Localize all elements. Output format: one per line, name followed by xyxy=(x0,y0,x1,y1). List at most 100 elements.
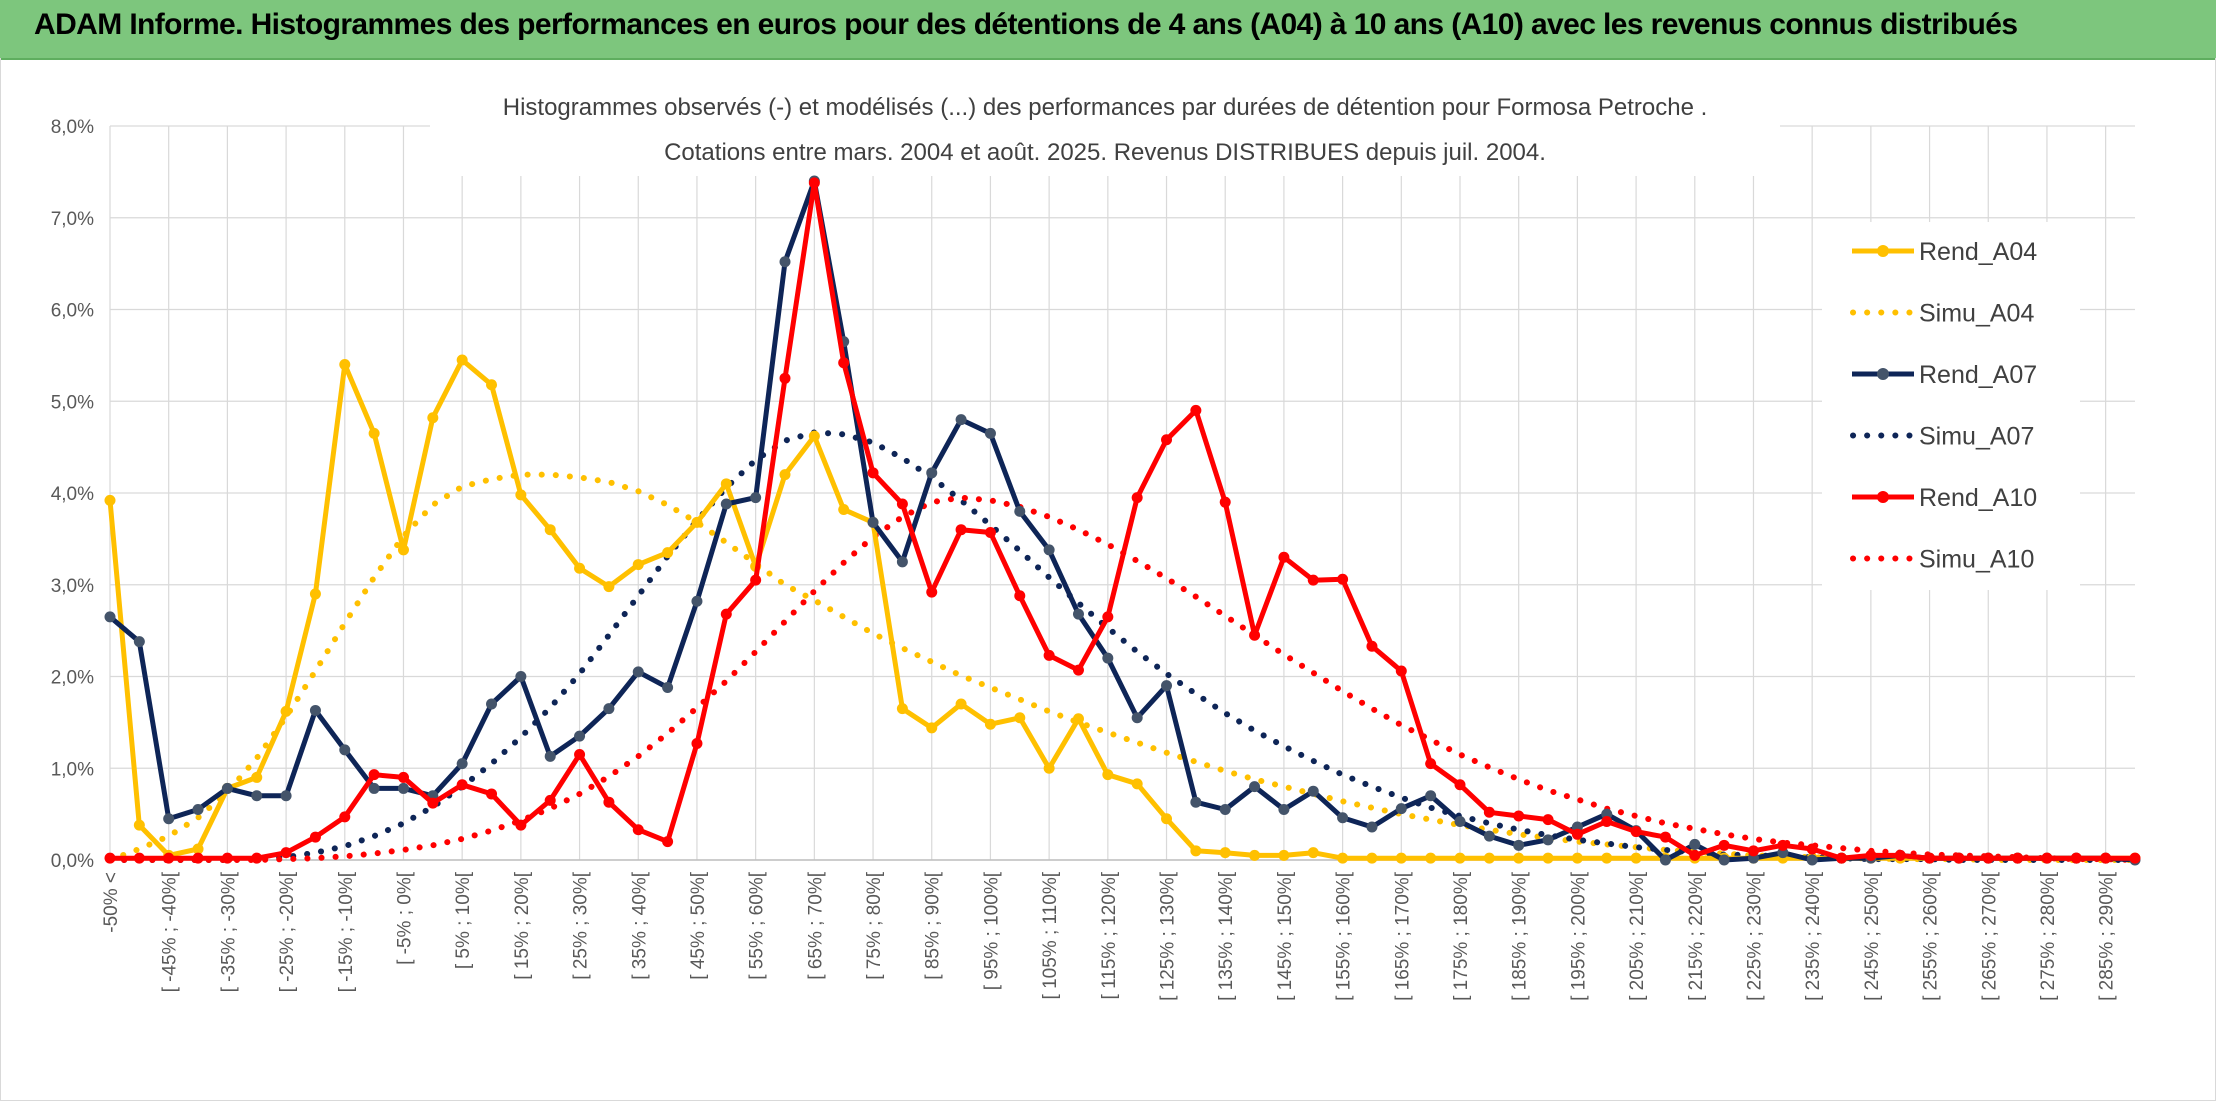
point-rend-a04 xyxy=(1072,713,1084,725)
legend-item-rend-a07: Rend_A07 xyxy=(1852,361,2037,389)
x-tick-label: [ 55% ; 60%[ xyxy=(747,871,768,979)
line-simu-a04 xyxy=(107,471,2138,863)
point-rend-a10 xyxy=(1454,779,1466,791)
point-rend-a10 xyxy=(1043,649,1055,661)
x-tick-label: [ 115% ; 120%[ xyxy=(1099,871,1120,999)
point-rend-a10 xyxy=(691,737,703,749)
point-rend-a10 xyxy=(1337,573,1349,585)
point-rend-a07 xyxy=(662,682,674,694)
point-rend-a10 xyxy=(1836,852,1848,864)
point-rend-a04 xyxy=(1571,852,1583,864)
point-rend-a04 xyxy=(955,698,967,710)
point-rend-a07 xyxy=(309,704,321,716)
point-rend-a04 xyxy=(427,412,439,424)
point-rend-a10 xyxy=(2041,852,2053,864)
point-rend-a07 xyxy=(104,611,116,623)
banner-title: ADAM Informe. Histogrammes des performan… xyxy=(34,8,2018,41)
point-rend-a10 xyxy=(1542,814,1554,826)
point-rend-a07 xyxy=(1014,505,1026,517)
point-rend-a04 xyxy=(984,718,996,730)
point-rend-a10 xyxy=(1894,849,1906,861)
point-rend-a04 xyxy=(251,771,263,783)
point-rend-a04 xyxy=(926,722,938,734)
x-tick-label: [ -45% ; -40%[ xyxy=(160,871,181,992)
point-rend-a10 xyxy=(1307,574,1319,586)
point-rend-a10 xyxy=(1483,806,1495,818)
x-tick-label: [ 225% ; 230%[ xyxy=(1744,871,1765,1001)
point-rend-a04 xyxy=(574,562,586,574)
point-rend-a07 xyxy=(574,730,586,742)
point-rend-a04 xyxy=(192,843,204,855)
point-rend-a07 xyxy=(280,790,292,802)
line-rend-a10 xyxy=(110,180,2135,861)
point-rend-a04 xyxy=(662,547,674,559)
point-rend-a07 xyxy=(926,467,938,479)
point-rend-a10 xyxy=(1982,852,1994,864)
point-rend-a07 xyxy=(163,813,175,825)
point-rend-a07 xyxy=(1278,804,1290,816)
x-tick-label: [ 175% ; 180%[ xyxy=(1451,871,1472,1001)
point-rend-a10 xyxy=(1806,843,1818,855)
point-rend-a10 xyxy=(574,748,586,760)
point-rend-a04 xyxy=(1483,852,1495,864)
legend-item-simu-a04: Simu_A04 xyxy=(1850,300,2034,328)
point-rend-a04 xyxy=(691,516,703,528)
x-axis-ticks: -50% < [ -45% ; -40%[[ -35% ; -30%[[ -25%… xyxy=(101,871,2118,1001)
point-rend-a07 xyxy=(1072,608,1084,620)
point-rend-a10 xyxy=(544,794,556,806)
point-rend-a10 xyxy=(2070,852,2082,864)
point-rend-a10 xyxy=(192,852,204,864)
point-rend-a04 xyxy=(896,703,908,715)
legend-label: Simu_A04 xyxy=(1919,300,2034,328)
x-tick-label: [ 165% ; 170%[ xyxy=(1392,871,1413,1001)
x-tick-label: -50% < xyxy=(101,872,122,933)
point-rend-a10 xyxy=(251,852,263,864)
point-rend-a07 xyxy=(984,427,996,439)
point-rend-a07 xyxy=(1454,815,1466,827)
point-rend-a10 xyxy=(1131,492,1143,504)
point-rend-a07 xyxy=(1366,821,1378,833)
point-rend-a10 xyxy=(397,771,409,783)
point-rend-a07 xyxy=(632,666,644,678)
point-rend-a10 xyxy=(1571,828,1583,840)
legend-marker xyxy=(1877,491,1889,503)
point-rend-a10 xyxy=(1865,849,1877,861)
x-tick-label: [ -5% ; 0%[ xyxy=(394,871,415,965)
y-tick-label: 2,0% xyxy=(51,668,94,689)
legend-label: Simu_A07 xyxy=(1919,423,2034,451)
point-rend-a10 xyxy=(456,779,468,791)
point-rend-a10 xyxy=(1689,849,1701,861)
point-rend-a07 xyxy=(1190,796,1202,808)
point-rend-a04 xyxy=(133,819,145,831)
point-rend-a10 xyxy=(720,608,732,620)
point-rend-a10 xyxy=(1953,852,1965,864)
legend-label: Simu_A10 xyxy=(1919,546,2034,574)
y-tick-label: 5,0% xyxy=(51,392,94,413)
point-rend-a07 xyxy=(544,750,556,762)
y-axis-ticks: 0,0% 1,0% 2,0% 3,0% 4,0% 5,0% 6,0% 7,0% 8,0% xyxy=(51,117,94,872)
point-rend-a04 xyxy=(309,588,321,600)
x-tick-label: [ 5% ; 10%[ xyxy=(453,871,474,969)
y-tick-label: 3,0% xyxy=(51,576,94,597)
point-rend-a04 xyxy=(1014,712,1026,724)
point-rend-a10 xyxy=(1513,810,1525,822)
point-rend-a10 xyxy=(1072,664,1084,676)
point-rend-a10 xyxy=(1395,665,1407,677)
point-rend-a10 xyxy=(1102,611,1114,623)
chart-subtitle: Cotations entre mars. 2004 et août. 2025… xyxy=(664,139,1546,166)
x-tick-label: [ 85% ; 90%[ xyxy=(923,871,944,979)
point-rend-a04 xyxy=(1249,849,1261,861)
legend-label: Rend_A10 xyxy=(1919,484,2037,512)
point-rend-a10 xyxy=(1190,404,1202,416)
point-rend-a10 xyxy=(2012,852,2024,864)
y-tick-label: 1,0% xyxy=(51,759,94,780)
point-rend-a04 xyxy=(632,559,644,571)
point-rend-a04 xyxy=(104,494,116,506)
y-tick-label: 6,0% xyxy=(51,301,94,322)
point-rend-a07 xyxy=(867,516,879,528)
point-rend-a07 xyxy=(515,671,527,682)
point-rend-a07 xyxy=(1542,834,1554,846)
x-tick-label: [ 195% ; 200%[ xyxy=(1568,871,1589,1001)
point-rend-a10 xyxy=(163,852,175,864)
point-rend-a04 xyxy=(1366,852,1378,864)
